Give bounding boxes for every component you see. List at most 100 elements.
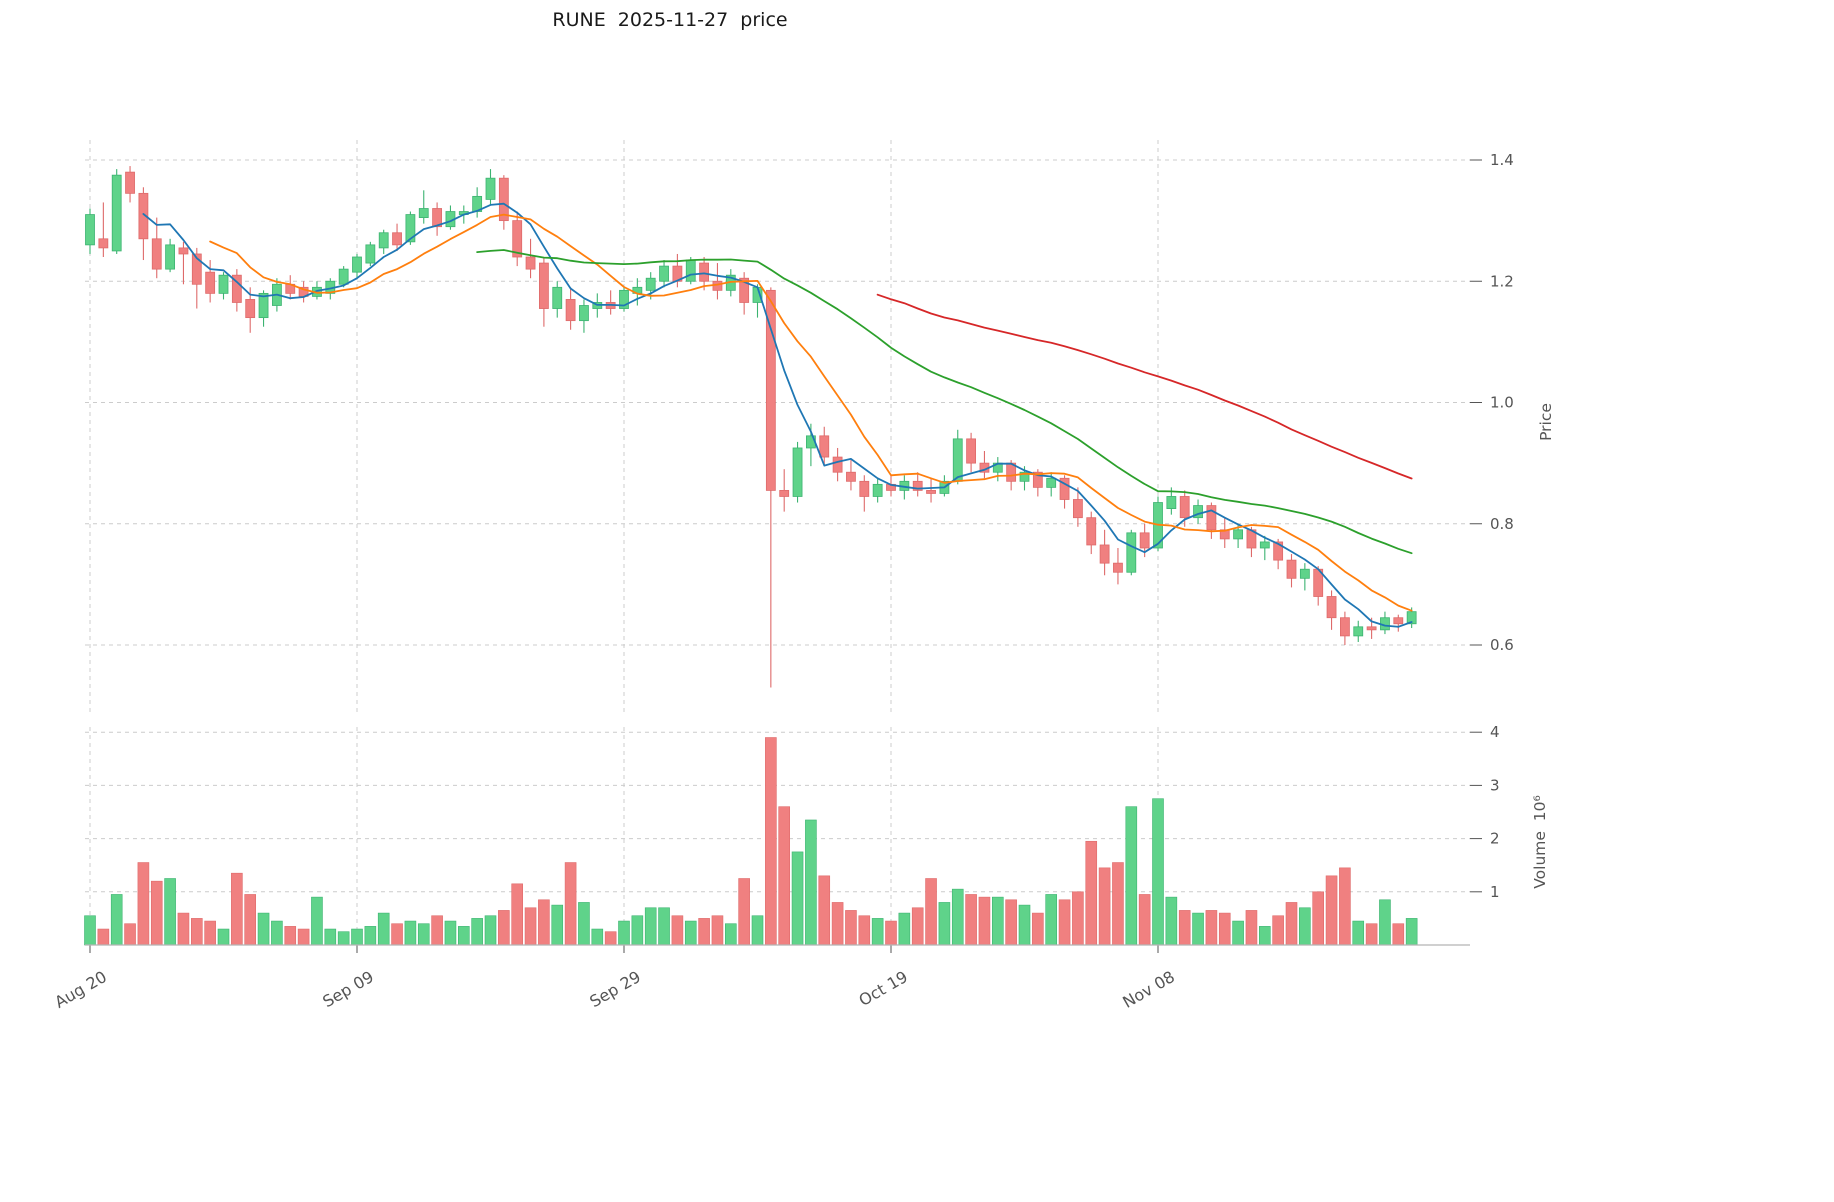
- candle-body: [685, 259, 696, 282]
- candle-body: [619, 289, 629, 309]
- volume-bar: [1365, 923, 1378, 946]
- price-tick-label: 1.2: [1490, 272, 1514, 290]
- volume-bar: [1325, 875, 1338, 946]
- volume-bar: [484, 915, 497, 946]
- candle-body: [498, 177, 509, 222]
- volume-bar: [391, 923, 403, 946]
- price-tick-label: 1.4: [1490, 151, 1514, 169]
- candle-body: [392, 232, 402, 246]
- candle-body: [205, 271, 216, 294]
- candle-body: [1259, 541, 1270, 549]
- candle-body: [1206, 505, 1217, 531]
- volume-bar: [538, 899, 550, 946]
- candle-body: [365, 244, 376, 264]
- candle-body: [525, 256, 536, 270]
- volume-bar: [1339, 867, 1351, 946]
- volume-bar: [898, 912, 911, 946]
- volume-bar: [618, 920, 630, 946]
- candle-body: [432, 208, 443, 228]
- volume-tick-label: 3: [1490, 776, 1500, 794]
- volume-bar: [591, 928, 604, 946]
- volume-bar: [297, 928, 310, 946]
- candle-body: [231, 274, 242, 303]
- candle-body: [699, 262, 709, 282]
- candle-body: [1046, 477, 1057, 488]
- volume-bar: [1112, 862, 1124, 946]
- moving-average-lines: [142, 202, 1413, 628]
- candle-body: [191, 253, 202, 285]
- candle-body: [859, 480, 870, 497]
- volume-bar: [604, 931, 617, 946]
- volume-bar: [578, 902, 590, 946]
- volume-bar: [110, 894, 123, 946]
- volume-bar: [925, 878, 937, 946]
- volume-bar: [551, 904, 564, 946]
- volume-bar: [1138, 894, 1151, 946]
- volume-bar: [938, 902, 951, 946]
- candle-body: [912, 480, 923, 491]
- volume-bar: [1032, 912, 1044, 946]
- volume-bar: [1165, 896, 1178, 946]
- volume-bar: [1379, 899, 1391, 946]
- candle-body: [1059, 477, 1070, 500]
- price-axis-label: Price: [1537, 403, 1555, 441]
- volume-bar: [404, 920, 417, 946]
- candle-body: [258, 292, 269, 319]
- candle-body: [1019, 471, 1030, 482]
- ma-line-ma5: [142, 202, 1413, 628]
- volume-bar: [791, 851, 804, 946]
- volume-bar: [965, 894, 977, 946]
- chart-title: RUNE 2025-11-27 price: [552, 9, 788, 31]
- candle-body: [1086, 517, 1097, 546]
- volume-bar: [1152, 798, 1164, 946]
- candle-body: [1166, 496, 1177, 509]
- volume-bar: [765, 737, 777, 946]
- ma-line-ma60: [876, 293, 1413, 480]
- candle-body: [485, 177, 496, 200]
- volume-bar: [351, 928, 363, 946]
- volume-bar: [711, 915, 724, 946]
- candle-body: [1299, 568, 1310, 579]
- candle-body: [138, 192, 149, 240]
- candle-body: [218, 274, 229, 294]
- volume-bar: [1272, 915, 1284, 946]
- candle-body: [352, 256, 362, 273]
- volume-bar: [1072, 891, 1084, 946]
- volume-bar: [1005, 899, 1017, 946]
- volume-bar: [324, 928, 337, 946]
- candle-body: [1113, 562, 1123, 573]
- volume-bar: [1218, 912, 1231, 946]
- volume-bars: [84, 737, 1418, 946]
- volume-bar: [1018, 904, 1031, 946]
- candle-body: [418, 208, 429, 218]
- volume-bar: [1392, 923, 1405, 946]
- volume-bar: [1285, 902, 1298, 946]
- candle-body: [872, 483, 883, 497]
- volume-bar: [311, 896, 323, 946]
- x-tick-label: Oct 19: [856, 967, 911, 1010]
- volume-tick-label: 4: [1490, 723, 1500, 741]
- candle-body: [539, 262, 549, 309]
- volume-bar: [658, 907, 670, 946]
- volume-bar: [1405, 918, 1418, 946]
- volume-bar: [444, 920, 457, 946]
- candle-body: [1233, 529, 1243, 540]
- volume-bar: [124, 923, 136, 946]
- volume-bar: [511, 883, 524, 946]
- candle-body: [98, 238, 109, 249]
- volume-bar: [84, 915, 96, 946]
- volume-bar: [724, 923, 737, 946]
- volume-bar: [137, 862, 150, 946]
- candle-body: [819, 435, 830, 458]
- volume-bar: [431, 915, 443, 946]
- volume-bar: [1085, 840, 1098, 946]
- candle-body: [512, 220, 523, 258]
- candle-body: [1286, 559, 1297, 579]
- x-tick-label: Sep 29: [586, 967, 644, 1011]
- volume-bar: [150, 880, 163, 946]
- volume-tick-label: 2: [1490, 830, 1500, 848]
- candle-body: [1406, 611, 1417, 625]
- candle-body: [1099, 544, 1110, 564]
